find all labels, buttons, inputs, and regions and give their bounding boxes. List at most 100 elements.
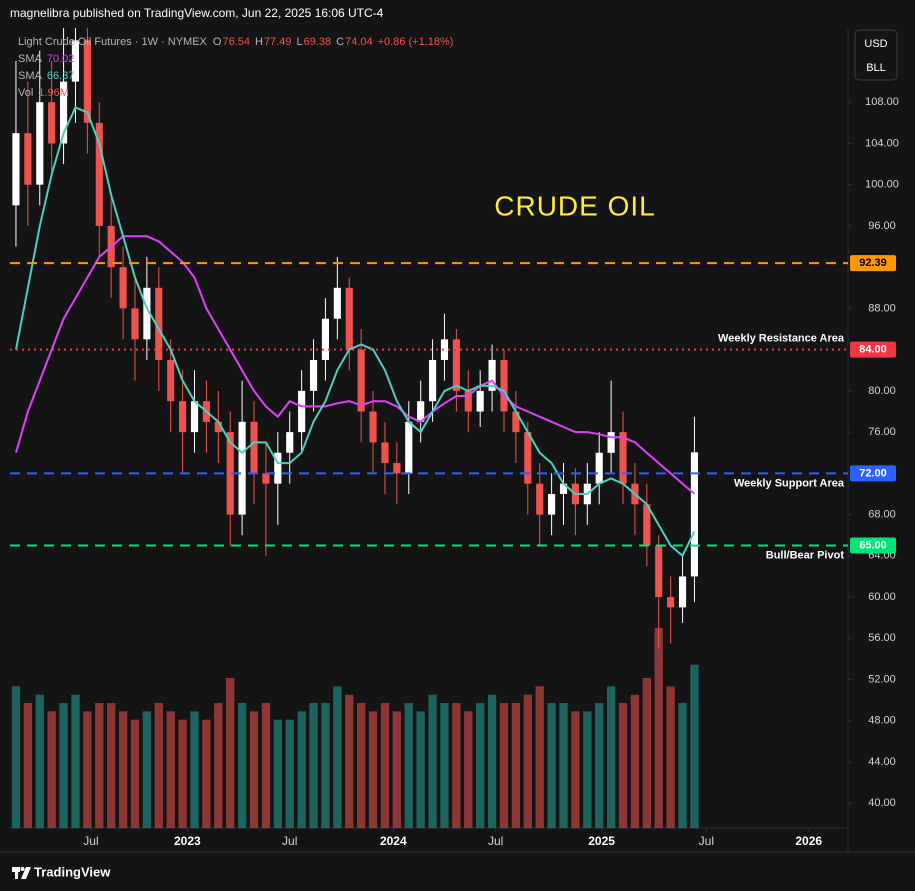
- candle-body: [190, 401, 199, 433]
- legend-ohlc-key: L: [296, 36, 302, 48]
- volume-bar: [166, 711, 175, 828]
- level-price-label: 84.00: [859, 344, 887, 356]
- y-tick-label: 76.00: [868, 426, 896, 438]
- volume-bar: [261, 703, 271, 828]
- y-tick-label: 68.00: [868, 509, 896, 521]
- legend-ohlc-value: 76.54: [222, 36, 250, 48]
- plot-area: [11, 28, 699, 828]
- volume-bar: [47, 711, 56, 828]
- annotation: CRUDE OIL: [494, 190, 655, 221]
- legend-ohlc-key: H: [255, 36, 263, 48]
- level-price-label: 65.00: [859, 539, 887, 551]
- volume-bar: [583, 711, 592, 828]
- volume-bar: [380, 703, 390, 828]
- candle-body: [262, 473, 270, 484]
- volume-bar: [107, 703, 116, 828]
- volume-bar: [237, 703, 247, 828]
- volume-bar: [273, 719, 282, 828]
- y-tick-label: 40.00: [868, 797, 896, 809]
- legend-ohlc-key: C: [336, 36, 344, 48]
- volume-bar: [130, 719, 140, 828]
- volume-bar: [428, 694, 437, 828]
- candle-body: [619, 432, 627, 484]
- legend-volume-name: Vol: [18, 87, 33, 99]
- volume-bar: [154, 703, 163, 828]
- volume-bar: [642, 678, 651, 828]
- candle-body: [643, 504, 651, 546]
- volume-bar: [321, 703, 330, 828]
- candle-body: [226, 432, 234, 515]
- currency-button[interactable]: USD: [864, 38, 887, 50]
- candle-body: [488, 359, 496, 391]
- volume-bar: [606, 686, 616, 828]
- volume-bar: [285, 719, 294, 828]
- tradingview-logo: [12, 867, 31, 879]
- branding[interactable]: TradingView: [34, 864, 111, 879]
- volume-bar: [83, 711, 92, 828]
- y-tick-label: 108.00: [865, 96, 899, 108]
- candle-body: [238, 421, 246, 515]
- volume-bar: [35, 694, 44, 828]
- candle-body: [24, 133, 32, 185]
- volume-bar: [118, 711, 128, 828]
- y-tick-label: 44.00: [868, 756, 896, 768]
- level-price-box: [850, 537, 896, 554]
- candle-body: [309, 359, 318, 391]
- candle-body: [155, 287, 163, 360]
- unit-button[interactable]: BLL: [866, 62, 886, 74]
- level-price-box: [850, 341, 896, 358]
- volume-bar: [11, 686, 21, 828]
- volume-bar: [356, 703, 366, 828]
- candle-body: [607, 432, 615, 453]
- candle-body: [405, 421, 413, 474]
- candle-body: [500, 359, 508, 412]
- currency-box[interactable]: [854, 29, 898, 81]
- level-price-label: 72.00: [859, 467, 887, 479]
- candle-body: [452, 339, 460, 391]
- candle-body: [381, 442, 389, 464]
- candle-body: [333, 287, 341, 319]
- candle-body: [595, 452, 603, 484]
- x-tick-label: 2025: [588, 834, 615, 848]
- y-tick-label: 88.00: [868, 302, 896, 314]
- candle-body: [12, 133, 20, 206]
- volume-bar: [226, 678, 235, 828]
- legend-change: +0.86 (+1.18%): [378, 36, 454, 48]
- volume-bar: [368, 711, 378, 828]
- legend-series-name: SMA: [18, 53, 43, 65]
- candle-body: [59, 81, 68, 144]
- y-tick-label: 60.00: [868, 591, 896, 603]
- y-tick-label: 80.00: [868, 385, 896, 397]
- volume-bar: [535, 686, 544, 828]
- candle-body: [440, 339, 449, 360]
- level-note: Weekly Support Area: [734, 477, 845, 489]
- candle-body: [429, 359, 437, 402]
- candle-body: [143, 287, 151, 340]
- volume-bar: [392, 711, 402, 828]
- level-note: Bull/Bear Pivot: [766, 549, 845, 561]
- volume-bar: [511, 703, 521, 828]
- y-tick-label: 56.00: [868, 632, 896, 644]
- candle-body: [71, 40, 80, 82]
- volume-bar: [499, 703, 509, 828]
- candle-body: [678, 576, 687, 608]
- candle-body: [524, 432, 532, 484]
- candle-body: [655, 545, 663, 598]
- candle-body: [690, 452, 699, 577]
- volume-bar: [452, 703, 461, 828]
- legend-series-value: 66.37: [47, 70, 75, 82]
- candle-body: [274, 452, 282, 484]
- volume-bar: [440, 703, 449, 828]
- legend-series-value: 70.02: [47, 53, 75, 65]
- x-tick-label: Jul: [83, 834, 98, 848]
- x-tick-label: Jul: [488, 834, 503, 848]
- volume-bar: [249, 711, 259, 828]
- candle-body: [214, 421, 222, 433]
- volume-bar: [297, 711, 306, 828]
- legend-title: Light Crude Oil Futures · 1W · NYMEX: [18, 36, 208, 48]
- volume-bar: [142, 711, 152, 828]
- candle-body: [667, 597, 675, 608]
- candle-body: [476, 390, 484, 412]
- candle-body: [393, 463, 401, 474]
- candle-body: [167, 359, 175, 402]
